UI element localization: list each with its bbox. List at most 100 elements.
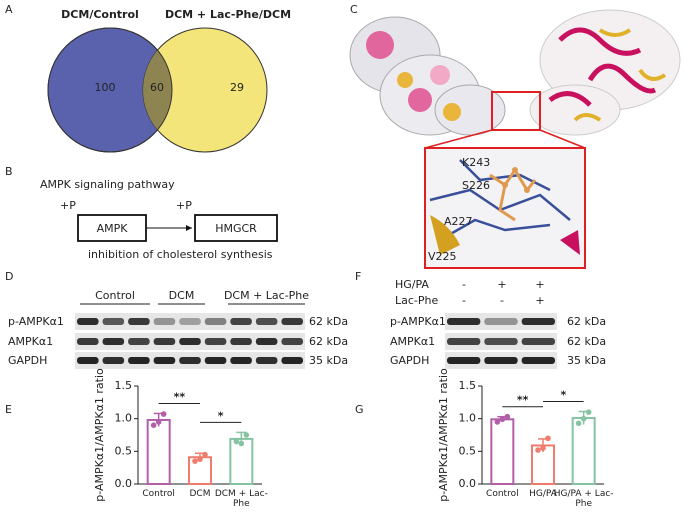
y-axis-label: p-AMPKα1/AMPKα1 ratio [437,368,450,502]
data-point [535,447,541,453]
panel-letter: A [5,3,13,16]
y-tick-label: 0.0 [115,477,133,490]
panel-letter: B [5,165,13,178]
treatment-sign: + [535,278,544,291]
treatment-sign: - [462,278,466,291]
residue-label: V225 [428,250,457,263]
y-tick-label: 1.5 [115,379,133,392]
blot-row-label: GAPDH [8,354,47,367]
data-point [504,413,511,420]
blot-band [153,357,176,364]
blot-band [447,338,481,345]
y-tick-label: 0.5 [459,444,477,457]
blot-band [153,338,176,345]
data-point [202,451,208,458]
data-point [155,419,162,425]
data-point [580,415,587,422]
blot-band [77,338,99,345]
blot-band [230,357,252,364]
blot-size: 35 kDa [309,354,348,367]
significance-label: ** [174,390,186,403]
node-label: AMPK [97,222,129,235]
venn-set-name: DCM + Lac-Phe/DCM [165,8,291,21]
blot-band [521,357,555,364]
blot-band [179,357,201,364]
data-point [545,435,551,442]
blot-band [77,318,99,325]
blot-row-label: p-AMPKα1 [8,315,64,328]
blot-strip [75,313,305,330]
blot-band [255,318,278,325]
blot-band [255,357,278,364]
residue-label: K243 [462,156,490,169]
data-point [540,445,546,451]
data-point [233,438,240,445]
x-tick-label: Control [142,489,175,499]
blot-size: 35 kDa [567,354,606,367]
data-point [243,432,250,438]
venn-count: 60 [150,81,164,94]
node-label: HMGCR [215,222,257,235]
data-point [238,440,245,447]
blot-row-label: AMPKα1 [8,335,53,348]
treatment-sign: + [497,278,506,291]
blot-band [179,318,201,325]
blot-band [447,318,481,325]
treatment-sign: - [500,294,504,307]
y-tick-label: 1.0 [459,412,477,425]
data-point [575,420,582,427]
blot-row-label: AMPKα1 [390,335,435,348]
pathway-title: AMPK signaling pathway [40,178,175,191]
bar [490,418,515,486]
panel-letter: D [5,270,13,283]
phospho: +P [176,199,192,212]
significance-label: ** [517,394,529,407]
blot-row-label: GAPDH [390,354,429,367]
treatment-sign: + [535,294,544,307]
data-point [160,411,167,417]
blot-band [102,357,125,364]
blot-band [77,357,99,364]
panel-letter: G [355,403,364,416]
x-tick-label: DCM + Lac-Phe [214,489,268,509]
blot-group: DCM + Lac-Phe [224,289,309,302]
data-point [585,409,592,415]
protein-structure [349,9,681,269]
blot-band [102,318,125,325]
treatment-name: HG/PA [395,278,429,291]
blot-band [230,338,252,345]
blot-strip [445,313,557,330]
node-box [194,214,278,242]
data-point [150,422,157,429]
data-point [494,419,501,425]
arrow-head [186,225,192,231]
y-tick-label: 0.5 [115,444,133,457]
treatment-sign: - [462,294,466,307]
venn-set-name: DCM/Control [61,8,139,21]
bar [571,417,596,485]
x-tick-label: HG/PA + Lac-Phe [553,489,614,509]
blot-band [128,318,150,325]
blot-band [204,318,227,325]
blot-group: Control [95,289,135,302]
blot-size: 62 kDa [309,335,348,348]
blot-band [179,338,201,345]
venn-outline [47,27,173,153]
blot-row-label: p-AMPKα1 [390,315,446,328]
data-point [192,458,198,464]
blot-size: 62 kDa [567,335,606,348]
panel-letter: C [350,3,358,16]
blot-size: 62 kDa [567,315,606,328]
blot-band [484,338,518,345]
blot-band [255,338,278,345]
pathway-note: inhibition of cholesterol synthesis [88,248,273,261]
blot-band [204,357,227,364]
blot-band [521,318,555,325]
phospho: +P [60,199,76,212]
significance-label: * [218,409,224,422]
blot-group: DCM [169,289,195,302]
blot-band [102,338,125,345]
data-point [197,456,203,462]
blot-band [484,318,518,325]
blot-band [281,338,303,345]
